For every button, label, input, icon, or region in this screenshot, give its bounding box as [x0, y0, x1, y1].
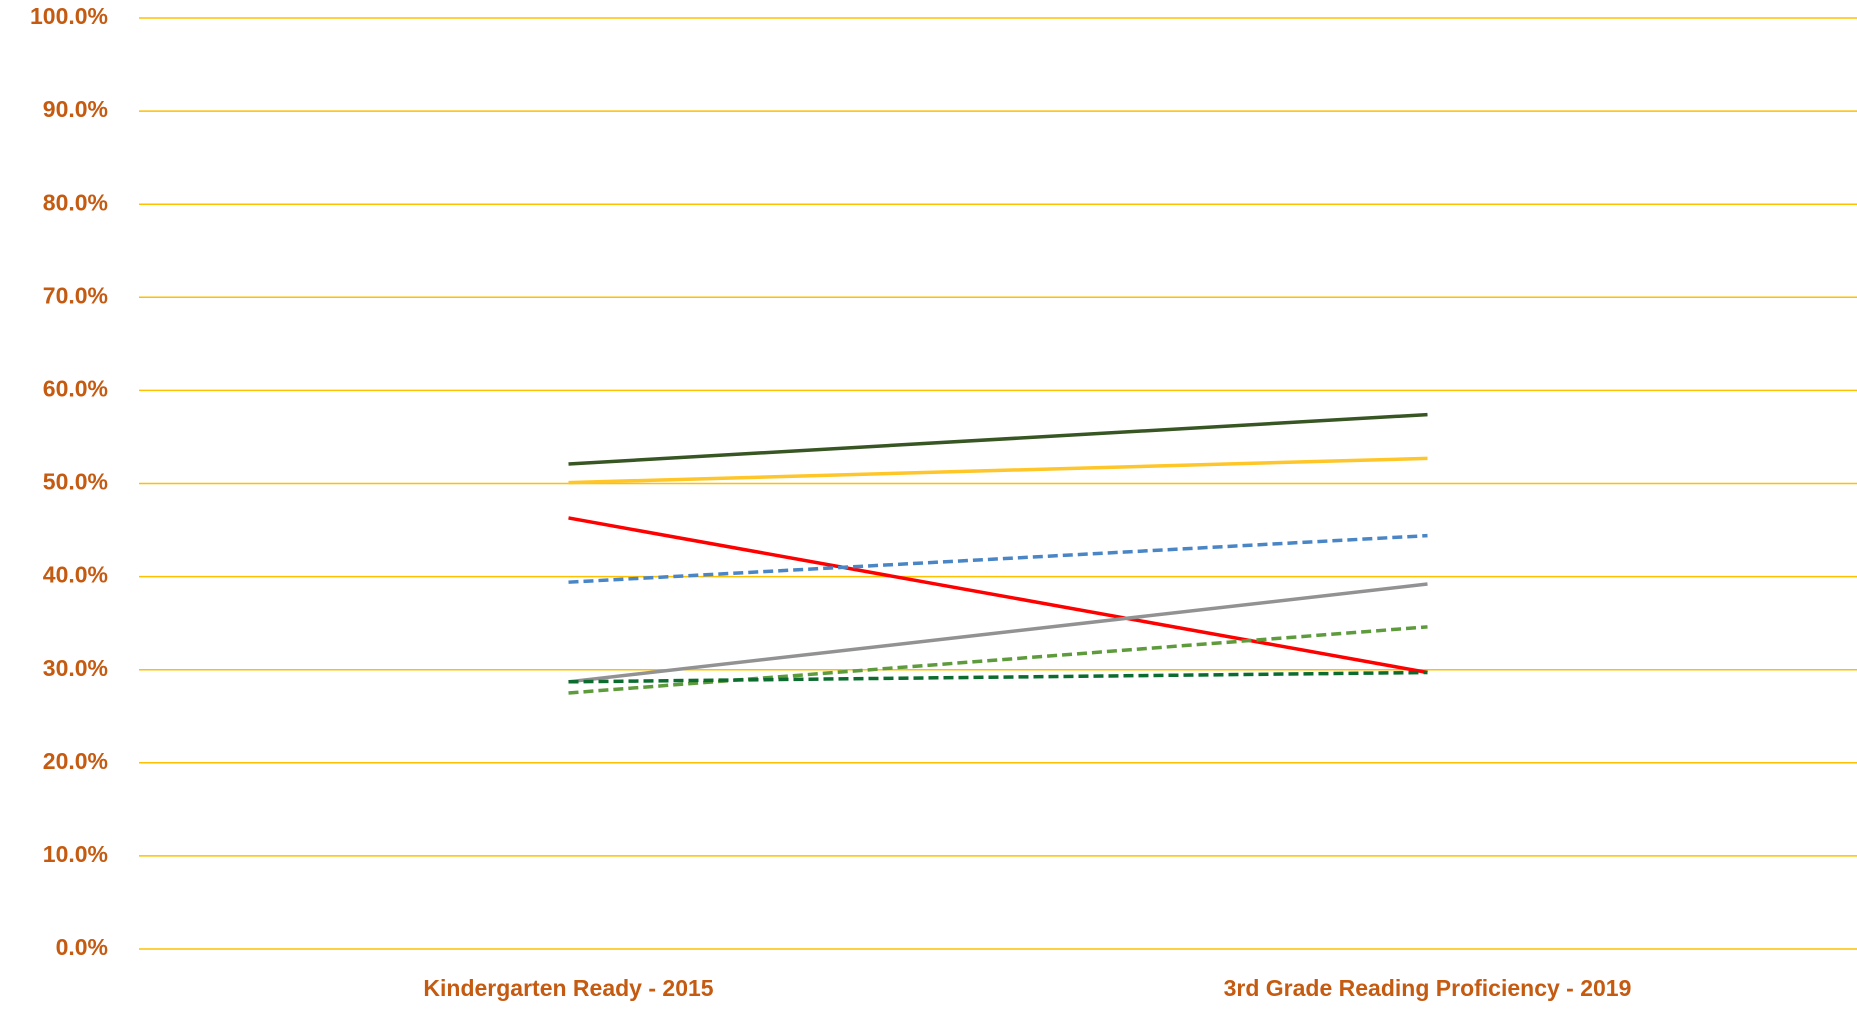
series-line [568, 412, 1428, 466]
series-line [568, 456, 1428, 485]
y-tick-label: 20.0% [43, 748, 108, 774]
x-tick-label: Kindergarten Ready - 2015 [423, 975, 713, 1001]
series-line [568, 670, 1428, 684]
y-tick-label: 70.0% [43, 282, 108, 308]
y-tick-label: 10.0% [43, 841, 108, 867]
series-line [568, 625, 1428, 695]
y-tick-label: 80.0% [43, 189, 108, 215]
y-tick-label: 50.0% [43, 469, 108, 495]
y-tick-label: 0.0% [56, 934, 108, 960]
y-tick-label: 90.0% [43, 96, 108, 122]
series-line [568, 516, 1428, 675]
series-line [568, 582, 1428, 684]
series-line [568, 533, 1428, 584]
y-tick-label: 40.0% [43, 562, 108, 588]
x-tick-label: 3rd Grade Reading Proficiency - 2019 [1224, 975, 1632, 1001]
y-tick-label: 60.0% [43, 375, 108, 401]
y-tick-label: 30.0% [43, 655, 108, 681]
y-tick-label: 100.0% [30, 3, 108, 29]
